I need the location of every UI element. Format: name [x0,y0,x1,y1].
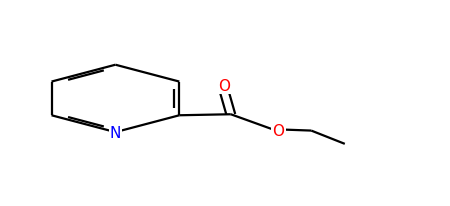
Text: O: O [218,78,230,93]
Text: N: N [110,125,121,140]
Text: O: O [273,123,284,138]
